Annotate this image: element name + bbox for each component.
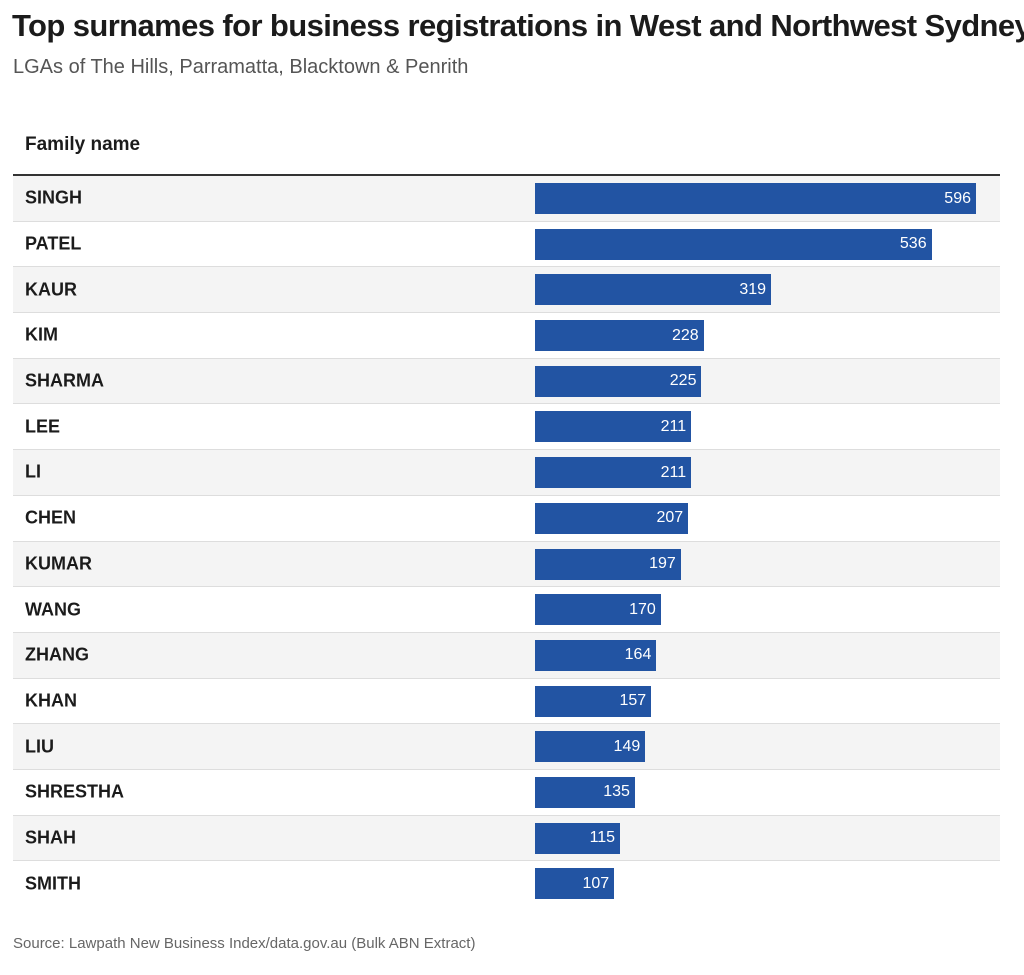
category-label: PATEL — [25, 233, 82, 254]
table-row: KIM 228 — [13, 313, 1000, 359]
bar: 225 — [535, 365, 702, 397]
table-row: LI 211 — [13, 450, 1000, 496]
bar-rows: SINGH 596 PATEL 536 KAUR 319 KIM 228 SHARMA 225 LE… — [13, 176, 1000, 907]
category-label: LIU — [25, 736, 54, 757]
bar: 164 — [535, 639, 657, 671]
bar-value-label: 164 — [624, 646, 652, 664]
bar-value-label: 207 — [656, 509, 684, 527]
bar-value-label: 157 — [619, 692, 647, 710]
table-row: SHARMA 225 — [13, 358, 1000, 405]
bar: 135 — [535, 776, 635, 808]
category-label: KUMAR — [25, 553, 92, 574]
bar-value-label: 149 — [613, 737, 641, 755]
table-row: LIU 149 — [13, 724, 1000, 770]
bar: 211 — [535, 457, 692, 489]
source-note: Source: Lawpath New Business Index/data.… — [13, 935, 476, 952]
category-label: SHARMA — [25, 370, 104, 391]
table-row: LEE 211 — [13, 404, 1000, 451]
table-row: SHAH 115 — [13, 815, 1000, 862]
table-row: ZHANG 164 — [13, 632, 1000, 679]
category-label: SHRESTHA — [25, 781, 125, 802]
bar: 170 — [535, 594, 661, 626]
bar-value-label: 211 — [660, 463, 687, 481]
chart-subtitle: LGAs of The Hills, Parramatta, Blacktown… — [13, 56, 469, 78]
bar: 197 — [535, 548, 681, 580]
category-label: LI — [25, 461, 41, 482]
bar: 228 — [535, 320, 704, 352]
bar-value-label: 228 — [672, 326, 699, 344]
bar: 207 — [535, 502, 689, 534]
column-header: Family name — [13, 124, 1000, 176]
category-label: SINGH — [25, 187, 83, 208]
bar: 319 — [535, 274, 772, 306]
table-row: KHAN 157 — [13, 679, 1000, 725]
bar-value-label: 211 — [660, 417, 687, 435]
category-label: KAUR — [25, 279, 77, 300]
table-row: SINGH 596 — [13, 176, 1000, 222]
bar-value-label: 170 — [629, 600, 656, 618]
bar-table: Family name SINGH 596 PATEL 536 KAUR 319 KIM 22… — [13, 124, 1000, 907]
table-row: WANG 170 — [13, 587, 1000, 633]
column-header-label: Family name — [25, 134, 141, 155]
category-label: ZHANG — [25, 644, 89, 665]
bar-value-label: 107 — [582, 874, 610, 892]
bar-value-label: 596 — [944, 189, 971, 207]
bar-value-label: 197 — [649, 555, 676, 572]
category-label: SMITH — [25, 873, 81, 894]
chart-title: Top surnames for business registrations … — [12, 8, 1024, 43]
bar: 107 — [535, 868, 615, 900]
bar: 596 — [535, 183, 976, 214]
bar: 536 — [535, 228, 932, 260]
category-label: LEE — [25, 416, 61, 437]
category-label: KIM — [25, 324, 58, 345]
category-label: KHAN — [25, 690, 77, 711]
table-row: CHEN 207 — [13, 496, 1000, 542]
table-row: KAUR 319 — [13, 267, 1000, 314]
table-row: KUMAR 197 — [13, 541, 1000, 588]
category-label: WANG — [25, 599, 81, 620]
bar: 115 — [535, 822, 621, 854]
bar: 211 — [535, 411, 692, 443]
table-row: SHRESTHA 135 — [13, 770, 1000, 816]
bar-value-label: 115 — [589, 829, 616, 847]
table-row: PATEL 536 — [13, 222, 1000, 268]
table-row: SMITH 107 — [13, 861, 1000, 907]
bar: 157 — [535, 685, 652, 717]
category-label: SHAH — [25, 827, 77, 848]
bar-value-label: 225 — [669, 372, 697, 390]
bar-value-label: 536 — [899, 235, 927, 253]
bar-value-label: 319 — [739, 280, 767, 298]
bar-value-label: 135 — [603, 783, 630, 801]
category-label: CHEN — [25, 507, 77, 528]
bar: 149 — [535, 731, 646, 763]
